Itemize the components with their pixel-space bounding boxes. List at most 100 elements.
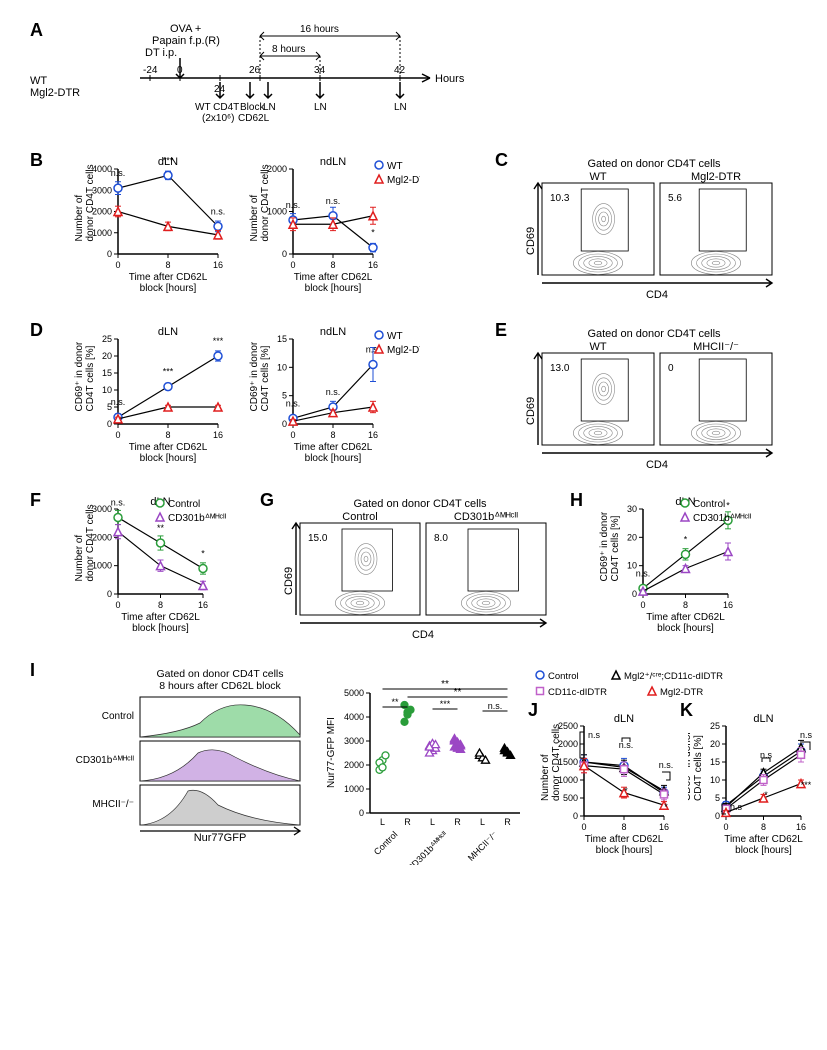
svg-text:4000: 4000 (344, 712, 364, 722)
svg-text:20: 20 (710, 739, 720, 749)
svg-text:16: 16 (213, 260, 223, 270)
svg-text:CD301bᐞᴹᴴᶜᴵᴵ: CD301bᐞᴹᴴᶜᴵᴵ (405, 829, 450, 865)
panel-a-label: A (30, 20, 43, 41)
svg-text:*: * (624, 786, 628, 796)
svg-text:block [hours]: block [hours] (305, 453, 362, 464)
svg-text:0: 0 (723, 822, 728, 832)
svg-text:dLN: dLN (158, 326, 178, 338)
svg-text:Mgl2-DTR: Mgl2-DTR (387, 175, 420, 186)
svg-text:MHCII⁻/⁻: MHCII⁻/⁻ (693, 341, 739, 353)
svg-text:-24: -24 (143, 65, 158, 76)
svg-text:*: * (201, 549, 205, 559)
svg-text:Mgl2-DTR: Mgl2-DTR (691, 171, 741, 183)
svg-text:MHCII⁻/⁻: MHCII⁻/⁻ (92, 799, 134, 810)
svg-text:15: 15 (277, 334, 287, 344)
svg-text:LN: LN (263, 102, 276, 113)
panel-c: Gated on donor CD4T cellsWT10.3Mgl2-DTR5… (520, 155, 790, 308)
svg-text:0: 0 (115, 600, 120, 610)
svg-text:n.s.: n.s. (111, 498, 126, 508)
svg-text:***: *** (440, 699, 451, 709)
svg-text:8: 8 (330, 430, 335, 440)
svg-text:Gated on donor CD4T cells: Gated on donor CD4T cells (353, 498, 487, 510)
svg-text:16: 16 (368, 260, 378, 270)
panel-a: OVA + Papain f.p.(R) DT i.p. 8 hours 16 … (90, 20, 470, 140)
svg-text:8: 8 (330, 260, 335, 270)
svg-text:**: ** (391, 697, 399, 707)
svg-text:8: 8 (761, 822, 766, 832)
svg-text:CD4: CD4 (646, 289, 668, 301)
svg-text:n.s.: n.s. (111, 397, 126, 407)
svg-text:0: 0 (282, 249, 287, 259)
svg-text:***: *** (213, 336, 224, 346)
svg-text:16: 16 (723, 600, 733, 610)
svg-text:L: L (380, 817, 385, 827)
svg-text:*: * (726, 500, 730, 510)
svg-text:Time after CD62L: Time after CD62L (724, 834, 803, 845)
svg-text:0: 0 (107, 419, 112, 429)
svg-text:0: 0 (632, 589, 637, 599)
svg-text:n.s.: n.s. (211, 206, 226, 216)
svg-text:n.s.: n.s. (619, 740, 634, 750)
svg-text:Mgl2-DTR: Mgl2-DTR (660, 687, 703, 698)
svg-text:0: 0 (581, 822, 586, 832)
svg-text:ndLN: ndLN (320, 156, 346, 168)
svg-text:0: 0 (640, 600, 645, 610)
svg-text:Gated on donor CD4T cells: Gated on donor CD4T cells (587, 328, 721, 340)
svg-text:CD301bᐞᴹᴴᶜᴵᴵ: CD301bᐞᴹᴴᶜᴵᴵ (454, 511, 518, 523)
svg-text:n.s.: n.s. (286, 200, 301, 210)
svg-text:donor CD4T cells: donor CD4T cells (85, 504, 96, 581)
svg-text:CD69: CD69 (283, 567, 295, 595)
pa-8h: 8 hours (272, 44, 305, 55)
svg-text:Number of: Number of (249, 195, 260, 242)
svg-text:n.s.: n.s. (286, 398, 301, 408)
svg-text:L: L (480, 817, 485, 827)
svg-text:CD69⁺ in donor: CD69⁺ in donor (249, 341, 260, 411)
svg-text:8 hours after CD62L block: 8 hours after CD62L block (159, 680, 281, 692)
svg-text:Number of: Number of (540, 754, 551, 801)
panel-j-legend: ControlMgl2⁺/ᶜʳᵉ;CD11c-dIDTRCD11c-dIDTRM… (532, 665, 812, 708)
svg-text:CD11c-dIDTR: CD11c-dIDTR (548, 687, 607, 698)
svg-text:25: 25 (710, 721, 720, 731)
svg-text:Time after CD62L: Time after CD62L (121, 612, 200, 623)
svg-text:Time after CD62L: Time after CD62L (646, 612, 725, 623)
panel-c-label: C (495, 150, 508, 171)
svg-text:Control: Control (168, 499, 200, 510)
panel-b-right: 0100020000816n.s.n.s.*ndLNNumber ofdonor… (245, 155, 420, 308)
svg-text:WT CD4T: WT CD4T (195, 102, 239, 113)
svg-text:1000: 1000 (344, 784, 364, 794)
svg-text:*: * (664, 802, 668, 812)
svg-text:8.0: 8.0 (434, 533, 448, 544)
svg-text:n.s: n.s (800, 730, 813, 740)
svg-text:10: 10 (277, 362, 287, 372)
svg-text:8: 8 (683, 600, 688, 610)
svg-text:WT: WT (589, 341, 606, 353)
svg-text:R: R (404, 817, 411, 827)
svg-text:n.s: n.s (730, 802, 743, 812)
svg-text:n.s: n.s (588, 730, 601, 740)
svg-text:CD4T cells [%]: CD4T cells [%] (260, 345, 271, 411)
svg-text:n.s.: n.s. (636, 568, 651, 578)
panel-i-label: I (30, 660, 35, 681)
svg-text:10.3: 10.3 (550, 193, 570, 204)
svg-text:**: ** (454, 687, 462, 698)
pa-top2: DT i.p. (145, 47, 177, 59)
svg-text:16: 16 (198, 600, 208, 610)
panel-k: 05101520250816dLNCD69⁺ in donorCD4T cell… (688, 710, 818, 873)
svg-text:15: 15 (710, 757, 720, 767)
svg-text:n.s.: n.s. (326, 196, 341, 206)
svg-text:16: 16 (659, 822, 669, 832)
svg-text:n.s.: n.s. (326, 387, 341, 397)
svg-text:Control: Control (342, 511, 377, 523)
panel-f-label: F (30, 490, 41, 511)
svg-text:ndLN: ndLN (320, 326, 346, 338)
svg-text:16: 16 (213, 430, 223, 440)
svg-text:0: 0 (177, 65, 183, 76)
svg-text:15.0: 15.0 (308, 533, 328, 544)
figure: A OVA + Papain f.p.(R) DT i.p. 8 hours 1… (20, 20, 807, 1030)
svg-text:block [hours]: block [hours] (596, 845, 653, 856)
svg-text:25: 25 (102, 334, 112, 344)
svg-text:10: 10 (102, 385, 112, 395)
svg-text:***: *** (801, 780, 812, 790)
panel-i: Gated on donor CD4T cells8 hours after C… (50, 665, 530, 868)
panel-e-label: E (495, 320, 507, 341)
